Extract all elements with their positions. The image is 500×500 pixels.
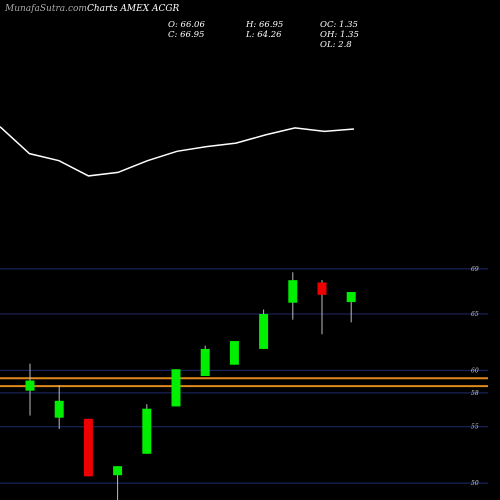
candle-up bbox=[25, 380, 35, 391]
oc-value: OC: 1.35 bbox=[320, 20, 358, 30]
oh-value: OH: 1.35 bbox=[320, 30, 359, 40]
close-value: C: 66.95 bbox=[168, 30, 205, 40]
candle-up bbox=[229, 341, 239, 365]
candle-up bbox=[142, 408, 152, 454]
overlay-line bbox=[0, 126, 355, 177]
open-value: O: 66.06 bbox=[168, 20, 205, 30]
y-tick-label: 50 bbox=[471, 480, 479, 487]
candle-up bbox=[346, 292, 356, 303]
y-tick-label: 69 bbox=[471, 266, 479, 273]
y-tick-label: 65 bbox=[471, 311, 479, 318]
candle-down bbox=[317, 282, 327, 295]
high-value: H: 66.95 bbox=[246, 20, 284, 30]
y-tick-label: 60 bbox=[471, 367, 479, 374]
candle-up bbox=[200, 348, 210, 376]
candle-up bbox=[288, 280, 298, 303]
low-value: L: 64.26 bbox=[246, 30, 282, 40]
candle-up bbox=[259, 314, 269, 349]
ol-value: OL: 2.8 bbox=[320, 40, 352, 50]
watermark: MunafaSutra.comCharts AMEX ACGR bbox=[5, 4, 180, 14]
candle-up bbox=[171, 369, 181, 407]
candle-up bbox=[113, 466, 123, 476]
candle-up bbox=[54, 400, 64, 418]
y-tick-label: 55 bbox=[471, 424, 479, 431]
candle-down bbox=[83, 418, 93, 477]
y-tick-label: 58 bbox=[471, 390, 479, 397]
